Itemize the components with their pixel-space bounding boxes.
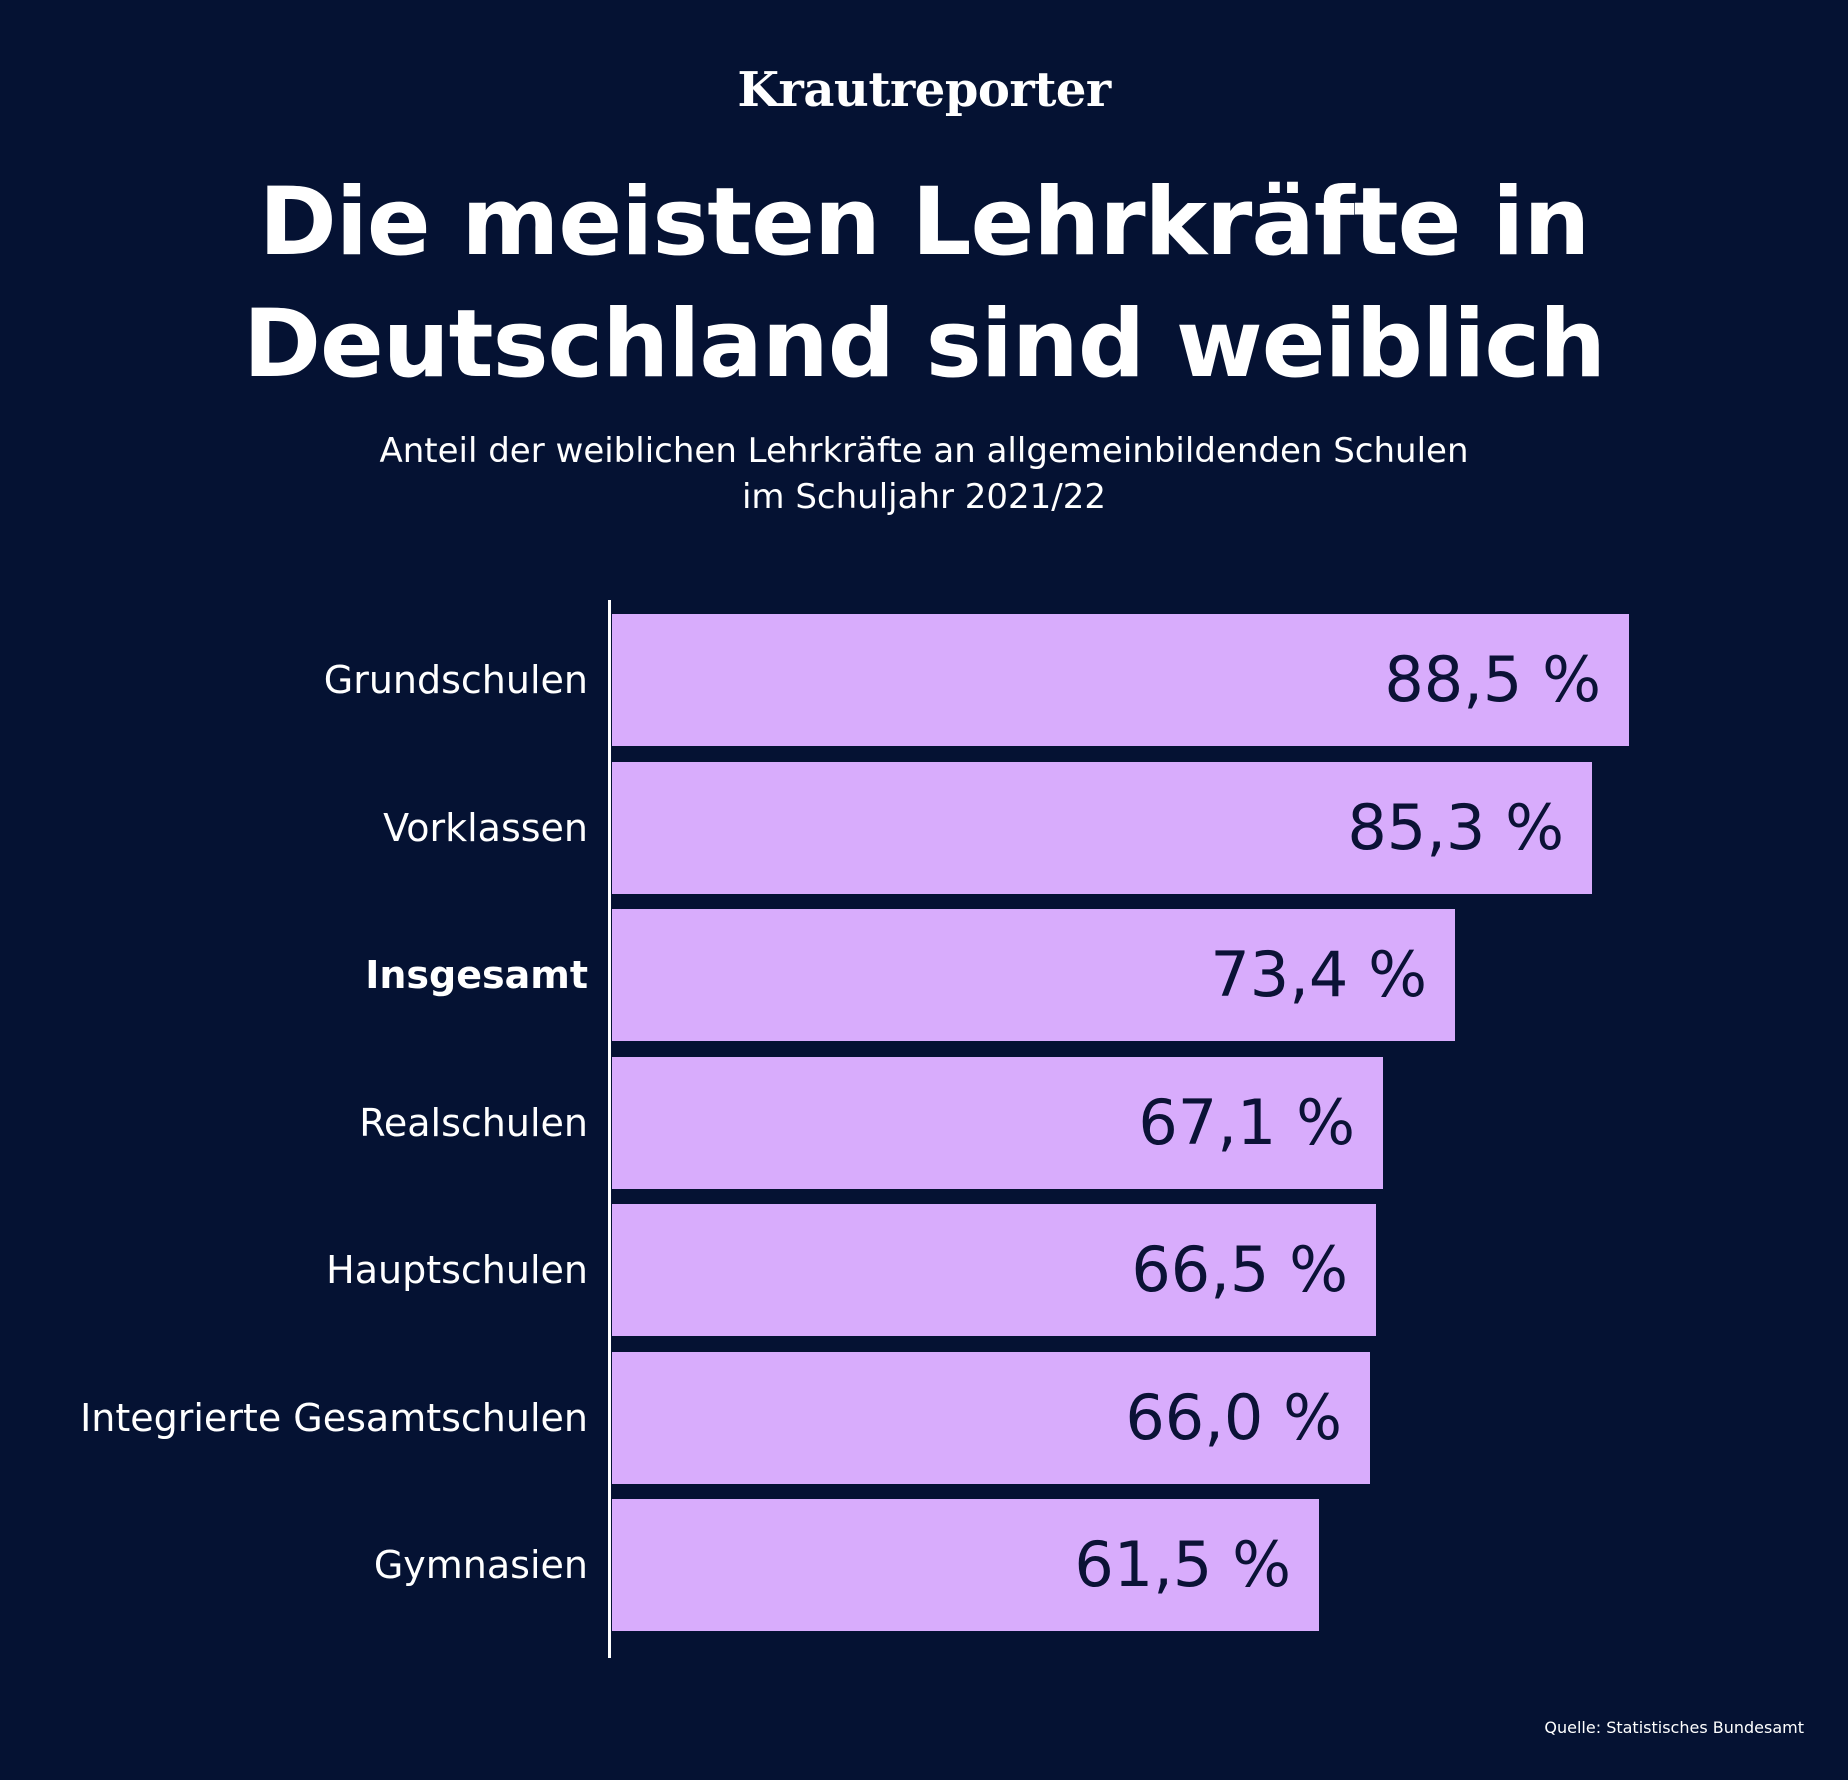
category-label-grundschulen: Grundschulen (323, 658, 588, 702)
bar-gymnasien: 61,5 % (612, 1499, 1319, 1631)
source-note: Quelle: Statistisches Bundesamt (1544, 1718, 1804, 1737)
bar-value-label-realschulen: 67,1 % (1138, 1086, 1355, 1159)
chart-subtitle: Anteil der weiblichen Lehrkräfte an allg… (0, 428, 1848, 520)
chart-subtitle-line-2: im Schuljahr 2021/22 (741, 477, 1107, 517)
bar-value-label-hauptschulen: 66,5 % (1131, 1233, 1348, 1306)
category-label-gymnasien: Gymnasien (373, 1543, 588, 1587)
bar-value-label-gymnasien: 61,5 % (1074, 1528, 1291, 1601)
category-label-realschulen: Realschulen (359, 1101, 588, 1145)
bar-value-label-insgesamt: 73,4 % (1210, 938, 1427, 1011)
bar-vorklassen: 85,3 % (612, 762, 1592, 894)
brand-logo: Krautreporter (737, 62, 1111, 118)
chart-subtitle-line-1: Anteil der weiblichen Lehrkräfte an allg… (379, 431, 1469, 471)
bar-value-label-grundschulen: 88,5 % (1384, 643, 1601, 716)
chart-title-line-2: Deutschland sind weiblich (242, 290, 1606, 399)
bar-integrierte-gesamtschulen: 66,0 % (612, 1352, 1370, 1484)
chart-title: Die meisten Lehrkräfte in Deutschland si… (0, 162, 1848, 406)
bar-realschulen: 67,1 % (612, 1057, 1383, 1189)
bar-value-label-integrierte-gesamtschulen: 66,0 % (1125, 1381, 1342, 1454)
category-label-integrierte-gesamtschulen: Integrierte Gesamtschulen (80, 1396, 588, 1440)
bar-value-label-vorklassen: 85,3 % (1347, 791, 1564, 864)
bar-insgesamt: 73,4 % (612, 909, 1455, 1041)
category-label-vorklassen: Vorklassen (383, 806, 588, 850)
y-axis-line (608, 600, 611, 1658)
bar-hauptschulen: 66,5 % (612, 1204, 1376, 1336)
category-label-hauptschulen: Hauptschulen (326, 1248, 588, 1292)
chart-title-line-1: Die meisten Lehrkräfte in (258, 168, 1591, 277)
bar-grundschulen: 88,5 % (612, 614, 1629, 746)
category-label-insgesamt: Insgesamt (365, 953, 588, 997)
